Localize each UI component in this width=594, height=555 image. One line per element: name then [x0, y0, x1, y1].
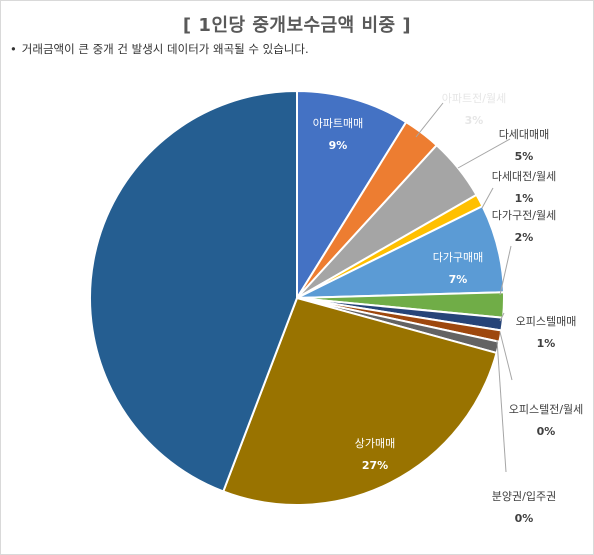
slice-value-4: 7%	[449, 273, 468, 286]
slice-value-9: 27%	[362, 459, 388, 472]
leader-line-6	[499, 312, 505, 322]
slice-value-8: 0%	[515, 512, 534, 525]
slice-value-6: 1%	[537, 337, 556, 350]
leader-line-7	[499, 331, 513, 381]
pie-slice-9	[221, 296, 498, 506]
slice-label-4: 다가구매매	[433, 251, 484, 264]
slice-value-5: 2%	[515, 231, 534, 244]
slice-label-0: 아파트매매	[313, 117, 364, 130]
pie-slice-10	[89, 89, 298, 493]
pie-slice-0	[296, 89, 408, 302]
slice-label-6: 오피스텔매매	[516, 315, 577, 328]
leader-line-2	[457, 138, 511, 169]
slice-label-3: 다세대전/월세	[492, 170, 556, 183]
leader-line-8	[496, 339, 507, 473]
slice-label-1: 아파트전/월세	[442, 92, 506, 105]
leader-line-5	[499, 245, 512, 296]
slice-value-10: 45%	[34, 282, 60, 295]
slice-value-1: 3%	[465, 114, 484, 127]
chart-note: • 거래금액이 큰 중개 건 발생시 데이터가 왜곡될 수 있습니다.	[10, 41, 309, 57]
note-text: 거래금액이 큰 중개 건 발생시 데이터가 왜곡될 수 있습니다.	[21, 42, 309, 56]
slice-label-10: 토지매매	[27, 260, 67, 273]
slice-value-2: 5%	[515, 150, 534, 163]
slice-label-9: 상가매매	[355, 437, 395, 450]
slice-label-2: 다세대매매	[499, 128, 550, 141]
leader-line-1	[415, 102, 444, 138]
bullet-icon: •	[10, 42, 17, 56]
slice-value-3: 1%	[515, 192, 534, 205]
slice-value-7: 0%	[537, 425, 556, 438]
slice-label-7: 오피스텔전/월세	[509, 403, 584, 416]
leader-line-3	[481, 187, 494, 209]
slice-label-8: 분양권/입주권	[492, 490, 556, 503]
chart-title: [ 1인당 중개보수금액 비중 ]	[182, 15, 412, 36]
slice-label-5: 다가구전/월세	[492, 209, 556, 222]
slice-value-0: 9%	[329, 139, 348, 152]
